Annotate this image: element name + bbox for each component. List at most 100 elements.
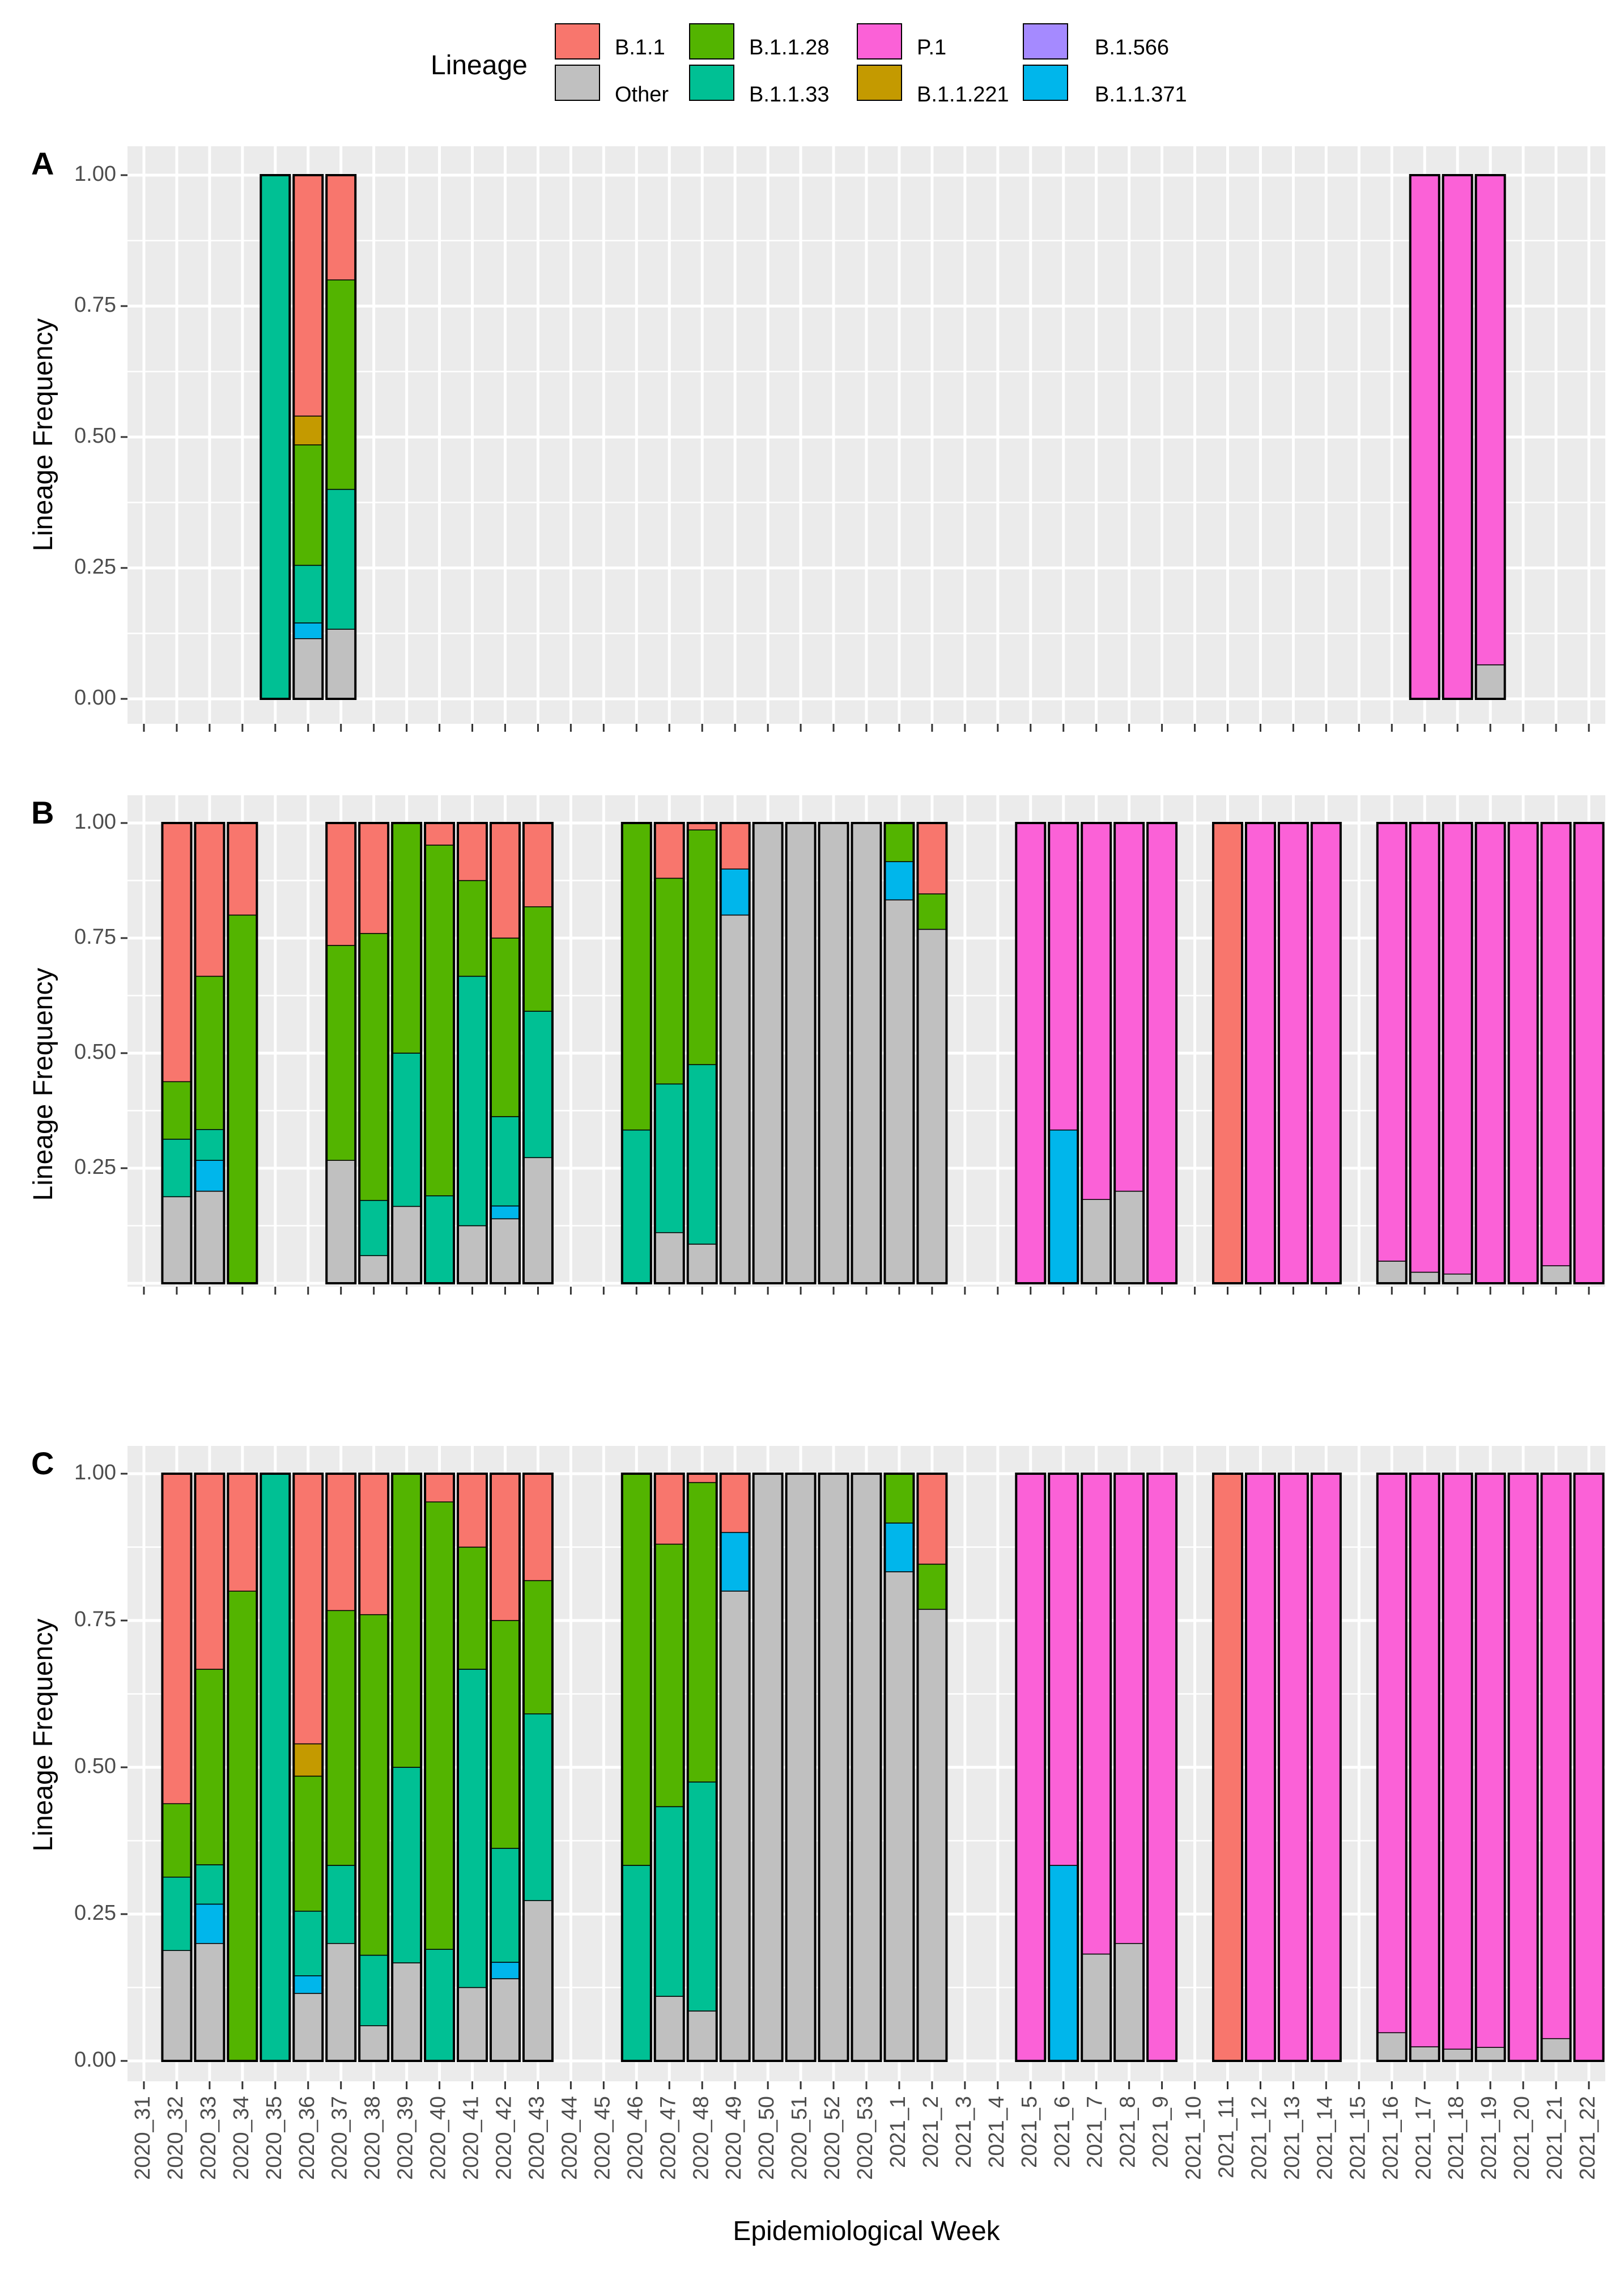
legend-entry: B.1.1.28 [689, 23, 830, 60]
bar-outline [653, 1473, 685, 2062]
bar-segment-B.1.1 [293, 1473, 324, 1745]
bar-outline [1015, 822, 1047, 1284]
bar-2021_22 [1573, 1473, 1605, 2062]
bar-2021_18 [1442, 174, 1473, 700]
legend-key [1023, 23, 1068, 60]
bar-segment-Other [1081, 1953, 1111, 2061]
x-tick-label: 2020_35 [262, 2096, 286, 2180]
bar-2020_50 [752, 1473, 784, 2062]
bar-segment-P.1 [1147, 822, 1177, 1284]
bar-segment-P.1 [1114, 822, 1144, 1192]
bar-outline [325, 174, 357, 700]
bar-segment-P.1 [1442, 822, 1473, 1275]
bar-segment-B.1.1.33 [194, 1864, 225, 1905]
legend-entry: B.1.1.371 [1023, 65, 1187, 107]
x-tick-label: 2020_39 [394, 2096, 418, 2180]
x-tick-label: 2021_9 [1149, 2096, 1173, 2168]
bar-outline [227, 822, 258, 1284]
bar-segment-B.1.1 [359, 822, 389, 934]
bar-2020_42 [489, 822, 521, 1284]
bar-segment-Other [392, 1206, 422, 1284]
bar-outline [1048, 822, 1079, 1284]
bar-segment-B.1.1.28 [227, 1590, 258, 2061]
bar-2020_41 [457, 822, 488, 1284]
bar-segment-B.1.1 [1213, 822, 1243, 1284]
bar-2021_16 [1376, 1473, 1408, 2062]
bar-outline [1573, 1473, 1605, 2062]
bar-outline [1113, 822, 1145, 1284]
y-tick-label: 1.00 [74, 162, 116, 186]
bar-outline [457, 822, 488, 1284]
bar-segment-B.1.1.28 [227, 914, 258, 1284]
bar-2021_9 [1146, 1473, 1178, 2062]
bar-segment-P.1 [1081, 1473, 1111, 1955]
bar-segment-B.1.1.33 [260, 1473, 291, 2061]
bar-2020_39 [391, 1473, 423, 2062]
y-axis-title-c: Lineage Frequency [28, 1619, 58, 1852]
bar-segment-B.1.1 [424, 1473, 454, 1503]
bar-2020_32 [161, 822, 193, 1284]
bar-segment-Other [785, 822, 816, 1284]
bar-segment-B.1.1.28 [161, 1081, 192, 1140]
bar-segment-B.1.1 [227, 1473, 258, 1592]
bar-outline [1146, 822, 1178, 1284]
y-tick-label: 1.00 [74, 1461, 116, 1484]
bar-segment-B.1.1.33 [457, 975, 487, 1227]
bar-2021_6 [1048, 1473, 1079, 2062]
bar-segment-B.1.1.33 [392, 1053, 422, 1207]
y-tick-label: 0.25 [74, 1901, 116, 1925]
bar-outline [1474, 822, 1506, 1284]
x-tick-label: 2020_33 [197, 2096, 220, 2180]
bar-segment-B.1.1.33 [622, 1865, 652, 2061]
bar-segment-B.1.1 [359, 1473, 389, 1615]
bar-segment-P.1 [1377, 1473, 1407, 2034]
bar-segment-P.1 [1278, 1473, 1308, 2061]
bar-2020_32 [161, 1473, 193, 2062]
bar-segment-B.1.1.28 [194, 1669, 225, 1865]
bar-outline [1442, 174, 1473, 700]
bar-segment-B.1.1.28 [654, 1543, 685, 1808]
bar-outline [1310, 822, 1342, 1284]
legend-label: P.1 [917, 36, 946, 60]
bar-segment-B.1.1 [523, 822, 553, 907]
x-tick-label: 2021_7 [1083, 2096, 1107, 2168]
bar-2021_9 [1146, 822, 1178, 1284]
bar-segment-Other [1114, 1943, 1144, 2061]
bar-segment-B.1.1 [654, 822, 685, 879]
bar-outline [1573, 822, 1605, 1284]
legend-entry: B.1.1 [555, 23, 665, 60]
bar-segment-B.1.1.28 [523, 1580, 553, 1715]
x-tick-label: 2020_45 [590, 2096, 614, 2180]
panel-b: 0.25 0.50 0.75 1.00 B [31, 795, 1605, 1295]
bar-segment-Other [884, 899, 915, 1284]
bar-segment-B.1.1.33 [293, 565, 324, 623]
x-tick-label: 2021_3 [952, 2096, 976, 2168]
bar-segment-Other [523, 1157, 553, 1284]
bar-segment-B.1.1 [194, 822, 225, 977]
bar-2020_42 [489, 1473, 521, 2062]
bars [161, 1473, 1605, 2062]
bar-segment-Other [194, 1943, 225, 2061]
bar-2020_53 [851, 822, 882, 1284]
bar-outline [1310, 1473, 1342, 2062]
bar-2021_1 [883, 1473, 915, 2062]
bar-segment-P.1 [1245, 1473, 1276, 2061]
legend-label: B.1.1.221 [917, 83, 1009, 107]
bar-segment-B.1.1 [326, 175, 356, 281]
bar-segment-B.1.1.28 [161, 1803, 192, 1878]
bar-segment-P.1 [1442, 1473, 1473, 2050]
bar-segment-B.1.1.28 [687, 1482, 717, 1783]
legend: Lineage B.1.1 Other B.1.1.28 B.1.1.33 P.1 B.1… [431, 23, 1187, 107]
bar-outline [260, 1473, 291, 2062]
bar-segment-Other [523, 1900, 553, 2061]
bar-2021_16 [1376, 822, 1408, 1284]
bar-outline [391, 822, 423, 1284]
bar-segment-Other [785, 1473, 816, 2061]
legend-entry: P.1 [857, 23, 946, 60]
bar-segment-B.1.1 [917, 822, 947, 894]
bar-outline [1048, 1473, 1079, 2062]
bar-outline [653, 822, 685, 1284]
bar-segment-B.1.1.28 [457, 1546, 487, 1670]
bar-segment-Other [1377, 1261, 1407, 1284]
